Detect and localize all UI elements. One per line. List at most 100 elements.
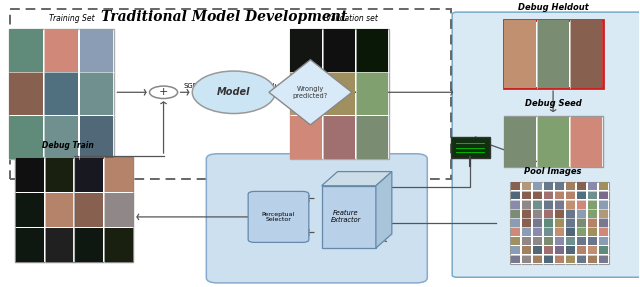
Bar (566, 218, 575, 227)
Bar (522, 200, 531, 209)
Bar (511, 200, 520, 209)
Bar (598, 255, 609, 263)
Bar (577, 236, 586, 245)
Bar (16, 158, 44, 192)
Bar (598, 236, 609, 245)
Bar (511, 236, 520, 245)
Bar (598, 246, 609, 254)
Text: Pool Images: Pool Images (524, 167, 582, 176)
Bar (522, 255, 531, 263)
Bar (45, 228, 74, 262)
Text: Traditional Model Development: Traditional Model Development (101, 10, 348, 24)
Bar (504, 117, 536, 167)
Bar (79, 72, 113, 115)
Bar (566, 236, 575, 245)
Bar (291, 29, 322, 72)
Polygon shape (321, 172, 392, 186)
Text: Yes: Yes (358, 84, 370, 90)
Bar (504, 20, 536, 88)
Bar (104, 228, 132, 262)
Bar (570, 20, 602, 88)
Bar (104, 158, 132, 192)
Bar (45, 193, 74, 227)
Bar (75, 158, 103, 192)
Bar (570, 117, 602, 167)
Bar (16, 193, 44, 227)
Bar (511, 182, 520, 190)
Bar (75, 193, 103, 227)
Text: Evaluation: Evaluation (260, 84, 297, 90)
Bar (104, 193, 132, 227)
Bar (532, 236, 542, 245)
Bar (555, 236, 564, 245)
Bar (566, 255, 575, 263)
Bar (522, 246, 531, 254)
Bar (555, 227, 564, 236)
Bar (537, 20, 569, 88)
Bar (588, 182, 597, 190)
Bar (555, 191, 564, 199)
Bar (588, 246, 597, 254)
Bar (511, 246, 520, 254)
Bar (577, 200, 586, 209)
Bar (290, 28, 388, 159)
Bar (522, 227, 531, 236)
Bar (543, 191, 554, 199)
Bar (598, 218, 609, 227)
Bar (291, 116, 322, 158)
Bar (504, 116, 603, 167)
Bar (588, 218, 597, 227)
Bar (522, 236, 531, 245)
Bar (566, 200, 575, 209)
Bar (511, 255, 520, 263)
Bar (598, 200, 609, 209)
Bar (537, 117, 569, 167)
Bar (543, 209, 554, 218)
Ellipse shape (192, 71, 275, 114)
Text: Debug Heldout: Debug Heldout (518, 3, 588, 11)
Circle shape (150, 86, 177, 98)
Bar (577, 255, 586, 263)
Bar (566, 182, 575, 190)
Bar (532, 182, 542, 190)
Bar (511, 191, 520, 199)
Bar (555, 255, 564, 263)
Bar (566, 191, 575, 199)
Bar (588, 209, 597, 218)
Bar (291, 72, 322, 115)
Text: Validation set: Validation set (326, 14, 378, 23)
Bar (532, 200, 542, 209)
Bar (511, 227, 520, 236)
Bar (356, 116, 388, 158)
Bar (510, 181, 609, 264)
Bar (522, 182, 531, 190)
Polygon shape (269, 60, 352, 125)
Bar (577, 182, 586, 190)
Bar (532, 218, 542, 227)
Bar (588, 191, 597, 199)
Bar (555, 200, 564, 209)
Bar (543, 200, 554, 209)
Bar (356, 29, 388, 72)
Bar (577, 218, 586, 227)
Bar (323, 72, 355, 115)
Bar (522, 191, 531, 199)
Bar (532, 246, 542, 254)
Bar (532, 227, 542, 236)
Bar (522, 218, 531, 227)
Bar (532, 255, 542, 263)
Bar (598, 209, 609, 218)
Bar (566, 227, 575, 236)
Bar (75, 228, 103, 262)
Bar (9, 28, 114, 159)
Text: SGD: SGD (184, 84, 198, 90)
FancyBboxPatch shape (206, 154, 428, 283)
Bar (532, 191, 542, 199)
Bar (598, 227, 609, 236)
Bar (577, 209, 586, 218)
Bar (323, 116, 355, 158)
Text: Perceptual
Selector: Perceptual Selector (262, 212, 295, 222)
Bar (577, 191, 586, 199)
FancyBboxPatch shape (452, 12, 640, 277)
Bar (543, 246, 554, 254)
